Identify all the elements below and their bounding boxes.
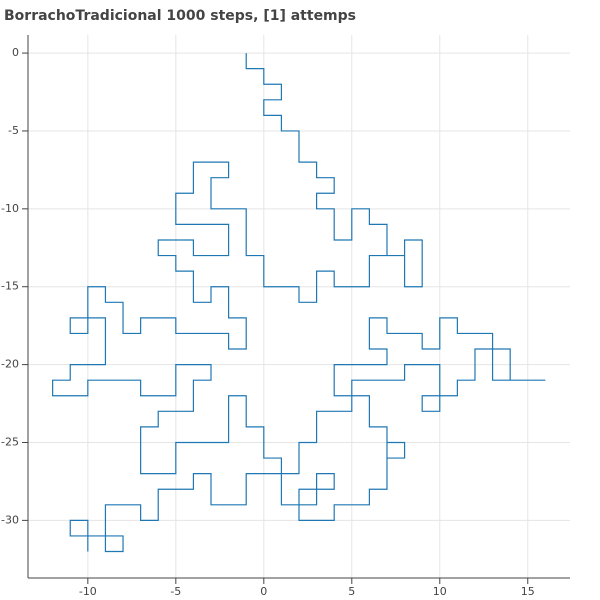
y-tick-label: -15 — [1, 280, 19, 293]
x-tick-label: -10 — [79, 585, 97, 598]
x-tick-label: 0 — [260, 585, 267, 598]
x-tick-label: 10 — [433, 585, 447, 598]
y-tick-label: -30 — [1, 513, 19, 526]
x-tick-label: 5 — [348, 585, 355, 598]
y-tick-label: -20 — [1, 358, 19, 371]
y-tick-label: -10 — [1, 202, 19, 215]
x-tick-label: 15 — [521, 585, 535, 598]
y-tick-label: -5 — [8, 124, 19, 137]
y-tick-label: -25 — [1, 435, 19, 448]
walk-line — [52, 53, 546, 553]
x-tick-label: -5 — [170, 585, 181, 598]
y-tick-label: 0 — [12, 46, 19, 59]
chart-title: BorrachoTradicional 1000 steps, [1] atte… — [4, 8, 356, 24]
